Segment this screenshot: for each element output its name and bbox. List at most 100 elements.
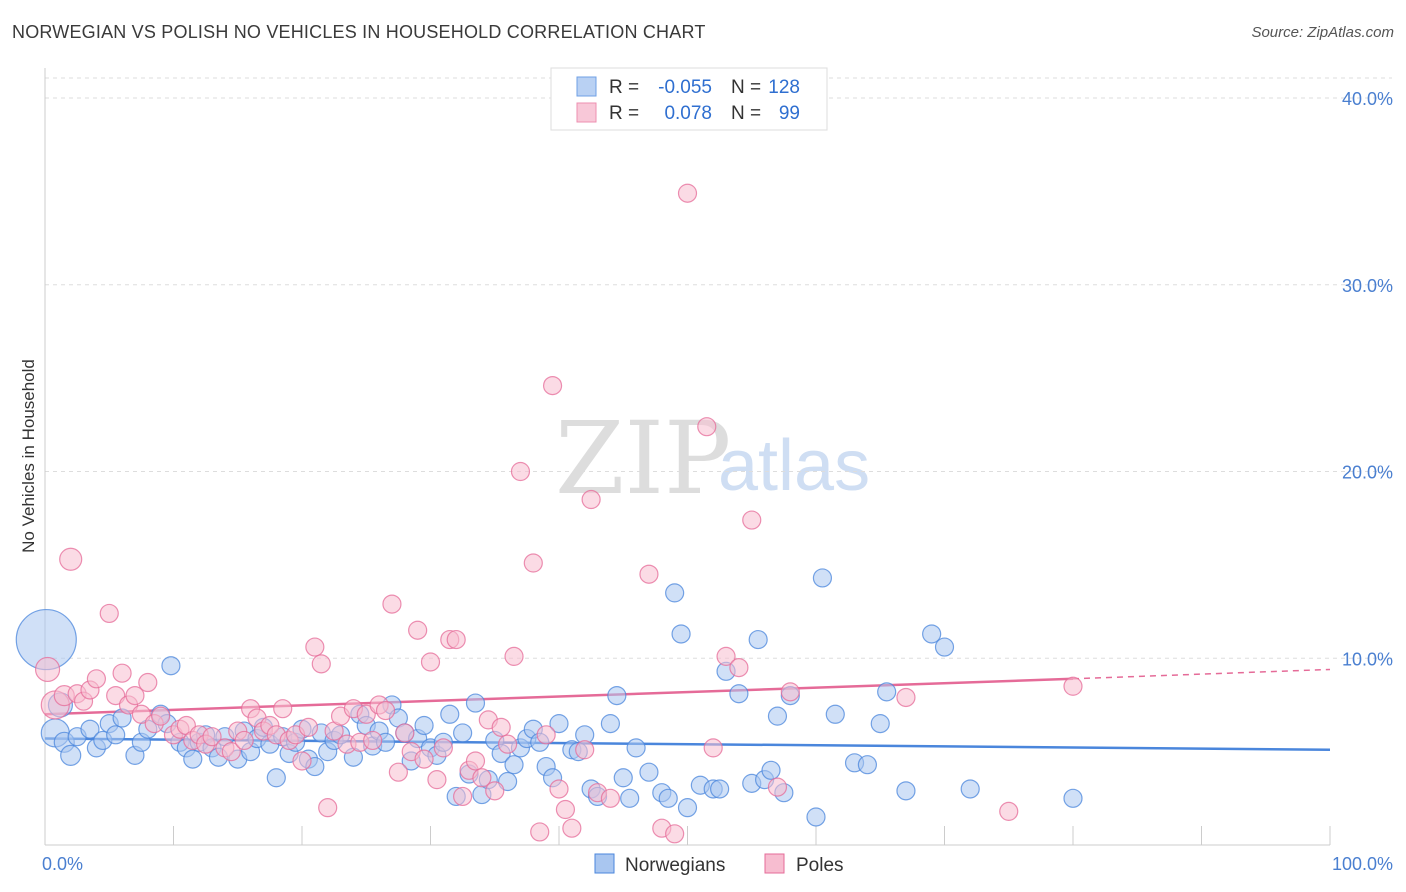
- bottom-legend-label-poles: Poles: [796, 855, 844, 876]
- data-point: [626, 738, 646, 758]
- data-point: [221, 742, 241, 762]
- data-point: [363, 730, 383, 751]
- y-axis-label: No Vehicles in Household: [19, 359, 38, 553]
- bottom-legend-label-norwegians: Norwegians: [625, 855, 725, 876]
- y-tick-label: 10.0%: [1342, 649, 1393, 669]
- x-tick-label: 100.0%: [1332, 854, 1393, 874]
- data-point: [677, 183, 698, 203]
- legend-r-value: 0.078: [664, 103, 712, 124]
- data-point: [761, 760, 781, 780]
- data-point: [498, 771, 518, 792]
- data-point: [1063, 676, 1083, 696]
- data-point: [465, 693, 486, 713]
- data-point: [999, 801, 1019, 821]
- data-point: [523, 553, 543, 573]
- data-point: [446, 629, 466, 650]
- data-point: [870, 714, 890, 734]
- data-point: [504, 755, 524, 775]
- data-point: [375, 700, 396, 721]
- data-point: [613, 768, 633, 788]
- data-point: [555, 799, 576, 820]
- bottom-legend: Norwegians Poles: [594, 853, 844, 876]
- data-point: [388, 762, 408, 782]
- scatter-points: [15, 183, 1083, 844]
- data-point: [453, 723, 473, 743]
- data-point: [453, 786, 473, 807]
- data-point: [729, 684, 749, 704]
- data-point: [812, 568, 833, 588]
- data-point: [780, 682, 800, 702]
- data-point: [86, 669, 107, 689]
- gridlines: [45, 77, 1392, 659]
- trend-line-extension: [1072, 668, 1331, 680]
- legend-swatch-poles: [576, 102, 597, 123]
- data-point: [465, 751, 486, 771]
- data-point: [549, 714, 569, 734]
- data-point: [151, 706, 171, 726]
- data-point: [504, 646, 524, 666]
- data-point: [266, 768, 286, 788]
- x-tick-label: 0.0%: [42, 854, 83, 874]
- y-tick-labels: 10.0% 20.0% 30.0% 40.0%: [1342, 89, 1393, 669]
- data-point: [382, 594, 402, 614]
- data-point: [922, 624, 942, 644]
- data-point: [234, 730, 254, 751]
- data-point: [1063, 788, 1083, 808]
- data-point: [472, 768, 492, 788]
- data-point: [318, 798, 338, 818]
- data-point: [311, 654, 331, 674]
- data-point: [742, 510, 762, 530]
- data-point: [697, 417, 717, 437]
- data-point: [112, 663, 132, 683]
- data-point: [716, 646, 736, 666]
- data-point: [433, 738, 453, 758]
- data-point: [420, 652, 441, 672]
- data-point: [125, 685, 145, 706]
- y-tick-label: 30.0%: [1342, 276, 1393, 296]
- data-point: [80, 719, 100, 739]
- data-point: [857, 755, 878, 775]
- top-legend: R = -0.055 N = 128 R = 0.078 N = 99: [550, 67, 828, 131]
- data-point: [729, 657, 749, 678]
- data-point: [202, 727, 222, 747]
- data-point: [806, 807, 826, 827]
- chart-title: NORWEGIAN VS POLISH NO VEHICLES IN HOUSE…: [12, 22, 706, 42]
- data-point: [106, 725, 126, 745]
- legend-r-value: -0.055: [658, 77, 712, 98]
- data-point: [896, 687, 916, 708]
- data-point: [934, 637, 955, 657]
- data-point: [414, 715, 434, 736]
- y-tick-label: 40.0%: [1342, 89, 1393, 109]
- data-point: [491, 717, 511, 737]
- data-point: [877, 682, 897, 702]
- data-point: [99, 603, 119, 624]
- data-point: [161, 656, 181, 676]
- data-point: [639, 564, 659, 584]
- data-point: [356, 704, 376, 724]
- data-point: [510, 461, 531, 482]
- data-point: [677, 798, 698, 818]
- y-tick-label: 20.0%: [1342, 463, 1393, 483]
- data-point: [639, 762, 659, 782]
- data-point: [960, 779, 980, 799]
- data-point: [183, 749, 203, 769]
- data-point: [767, 706, 788, 726]
- data-point: [485, 781, 505, 801]
- legend-n-value: 99: [779, 103, 800, 124]
- data-point: [710, 779, 730, 799]
- legend-r-label: R =: [609, 103, 639, 124]
- data-point: [665, 824, 685, 844]
- data-point: [408, 620, 428, 640]
- watermark: ZIP atlas: [555, 400, 870, 517]
- data-point: [549, 779, 569, 799]
- data-point: [59, 547, 83, 571]
- data-point: [34, 656, 61, 683]
- series-poles: [34, 183, 1083, 844]
- data-point: [767, 777, 788, 797]
- watermark-atlas: atlas: [718, 426, 870, 506]
- data-point: [131, 704, 151, 724]
- legend-r-label: R =: [609, 77, 639, 98]
- legend-swatch-norwegians: [576, 76, 597, 97]
- bottom-legend-swatch-norwegians: [594, 853, 615, 874]
